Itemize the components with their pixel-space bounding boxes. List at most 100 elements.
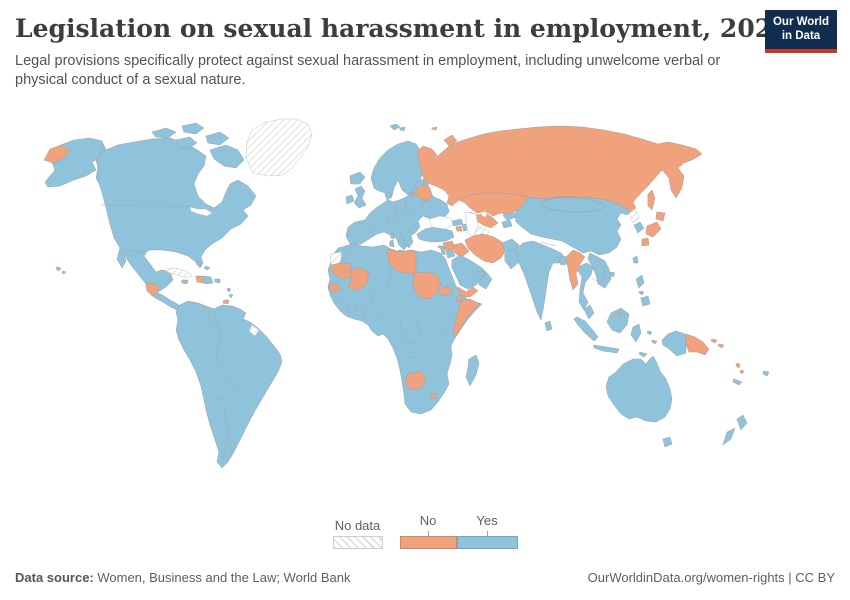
territory-french-guiana[interactable]	[248, 324, 260, 337]
border-mongolia	[539, 196, 608, 213]
country-guatemala[interactable]	[145, 282, 160, 297]
legend-swatch-no	[399, 536, 457, 549]
country-papua-new-guinea[interactable]	[685, 333, 710, 356]
page-title: Legislation on sexual harassment in empl…	[15, 14, 790, 43]
country-south-korea[interactable]	[633, 221, 645, 234]
country-haiti[interactable]	[195, 275, 205, 284]
country-denmark[interactable]	[384, 190, 393, 201]
island-tasmania[interactable]	[662, 436, 673, 448]
country-russia-chukotka-wrap[interactable]	[43, 144, 71, 164]
country-belarus[interactable]	[415, 183, 433, 202]
country-turkey[interactable]	[416, 226, 455, 243]
country-solomon-islands[interactable]	[710, 338, 725, 349]
country-iran[interactable]	[464, 233, 507, 264]
africa-mainland[interactable]	[327, 243, 483, 415]
legend-swatch-no-data	[332, 536, 383, 549]
country-bahamas[interactable]	[195, 260, 211, 271]
country-trinidad-and-tobago[interactable]	[222, 299, 230, 305]
country-philippines[interactable]	[635, 274, 651, 307]
country-bangladesh[interactable]	[558, 255, 568, 266]
legend-item-no-data[interactable]: No data	[332, 518, 383, 549]
owid-logo-line2: in Data	[781, 29, 821, 42]
islands-moluccas-timor[interactable]	[638, 330, 658, 358]
country-cuba[interactable]	[166, 267, 193, 279]
country-iceland[interactable]	[349, 171, 366, 185]
country-botswana[interactable]	[404, 370, 427, 391]
owid-logo-line1: Our World	[772, 16, 829, 28]
island-sulawesi[interactable]	[630, 323, 642, 343]
country-united-kingdom[interactable]	[353, 185, 367, 209]
country-borders	[96, 142, 607, 459]
country-thailand[interactable]	[577, 262, 594, 311]
country-fiji[interactable]	[762, 370, 770, 377]
country-china[interactable]	[513, 194, 631, 256]
country-somalia[interactable]	[452, 298, 481, 338]
country-georgia[interactable]	[451, 218, 464, 227]
new-guinea-west-indonesia[interactable]	[661, 330, 687, 357]
country-libya[interactable]	[386, 248, 417, 275]
country-new-zealand[interactable]	[722, 414, 748, 446]
black-sea	[428, 215, 454, 230]
south-america[interactable]	[175, 300, 283, 469]
country-jordan[interactable]	[445, 248, 456, 259]
legend-item-no[interactable]: No	[399, 513, 457, 549]
country-brunei[interactable]	[616, 311, 623, 317]
country-lesser-antilles[interactable]	[226, 287, 234, 299]
country-uae[interactable]	[476, 270, 486, 277]
country-madagascar[interactable]	[465, 354, 480, 387]
country-oman[interactable]	[478, 272, 493, 290]
owid-logo[interactable]: Our World in Data	[765, 10, 837, 53]
country-armenia[interactable]	[455, 225, 463, 232]
page-subtitle: Legal provisions specifically protect ag…	[15, 53, 721, 89]
caspian-sea	[465, 211, 479, 237]
country-kyrgyzstan[interactable]	[502, 211, 518, 221]
country-dominican-republic[interactable]	[202, 275, 214, 285]
footer: Data source: Women, Business and the Law…	[15, 570, 835, 585]
island-borneo[interactable]	[606, 307, 630, 334]
country-israel-lebanon[interactable]	[440, 245, 446, 256]
country-myanmar[interactable]	[565, 249, 586, 291]
country-iraq[interactable]	[452, 242, 470, 259]
legend-label-no-data: No data	[334, 518, 381, 533]
country-india[interactable]	[515, 240, 567, 321]
country-uzbekistan[interactable]	[469, 211, 499, 229]
data-source-label: Data source:	[15, 570, 94, 585]
data-source-value: Women, Business and the Law; World Bank	[93, 570, 351, 585]
legend-item-yes[interactable]: Yes	[456, 513, 518, 549]
country-russia-islands[interactable]	[410, 126, 656, 211]
country-hawaii-usa[interactable]	[55, 266, 67, 275]
country-tajikistan[interactable]	[501, 219, 513, 229]
territory-new-caledonia[interactable]	[732, 378, 743, 386]
country-eritrea[interactable]	[436, 285, 454, 297]
country-vanuatu[interactable]	[735, 362, 745, 375]
country-sudan[interactable]	[412, 271, 442, 300]
country-taiwan[interactable]	[632, 255, 639, 264]
north-america-mainland[interactable]	[95, 137, 257, 293]
country-malaysia[interactable]	[583, 304, 595, 320]
country-japan[interactable]	[641, 211, 666, 247]
country-greenland[interactable]	[245, 118, 313, 177]
territory-svalbard[interactable]	[389, 123, 406, 132]
legend-label-yes: Yes	[476, 513, 498, 528]
country-mali[interactable]	[347, 266, 370, 292]
credit-link[interactable]: OurWorldinData.org/women-rights | CC BY	[587, 570, 835, 585]
data-source-note: Data source: Women, Business and the Law…	[15, 570, 351, 585]
country-australia[interactable]	[605, 355, 673, 423]
country-canada-arctic-islands[interactable]	[151, 122, 245, 169]
country-ireland[interactable]	[345, 194, 355, 205]
legend-label-no: No	[419, 513, 437, 528]
map-legend: No data No Yes	[0, 513, 850, 549]
legend-tick-no	[427, 531, 429, 536]
country-eswatini[interactable]	[430, 392, 437, 399]
island-sumatra[interactable]	[573, 316, 599, 342]
great-lakes	[189, 206, 213, 217]
country-sri-lanka[interactable]	[544, 320, 553, 332]
country-senegal[interactable]	[327, 282, 342, 294]
island-java[interactable]	[593, 344, 620, 354]
country-jamaica[interactable]	[181, 279, 189, 285]
indochina-vietnam-laos-cambodia[interactable]	[587, 252, 612, 289]
legend-swatch-yes	[456, 536, 518, 549]
country-puerto-rico[interactable]	[214, 278, 221, 284]
country-north-korea[interactable]	[628, 210, 640, 224]
